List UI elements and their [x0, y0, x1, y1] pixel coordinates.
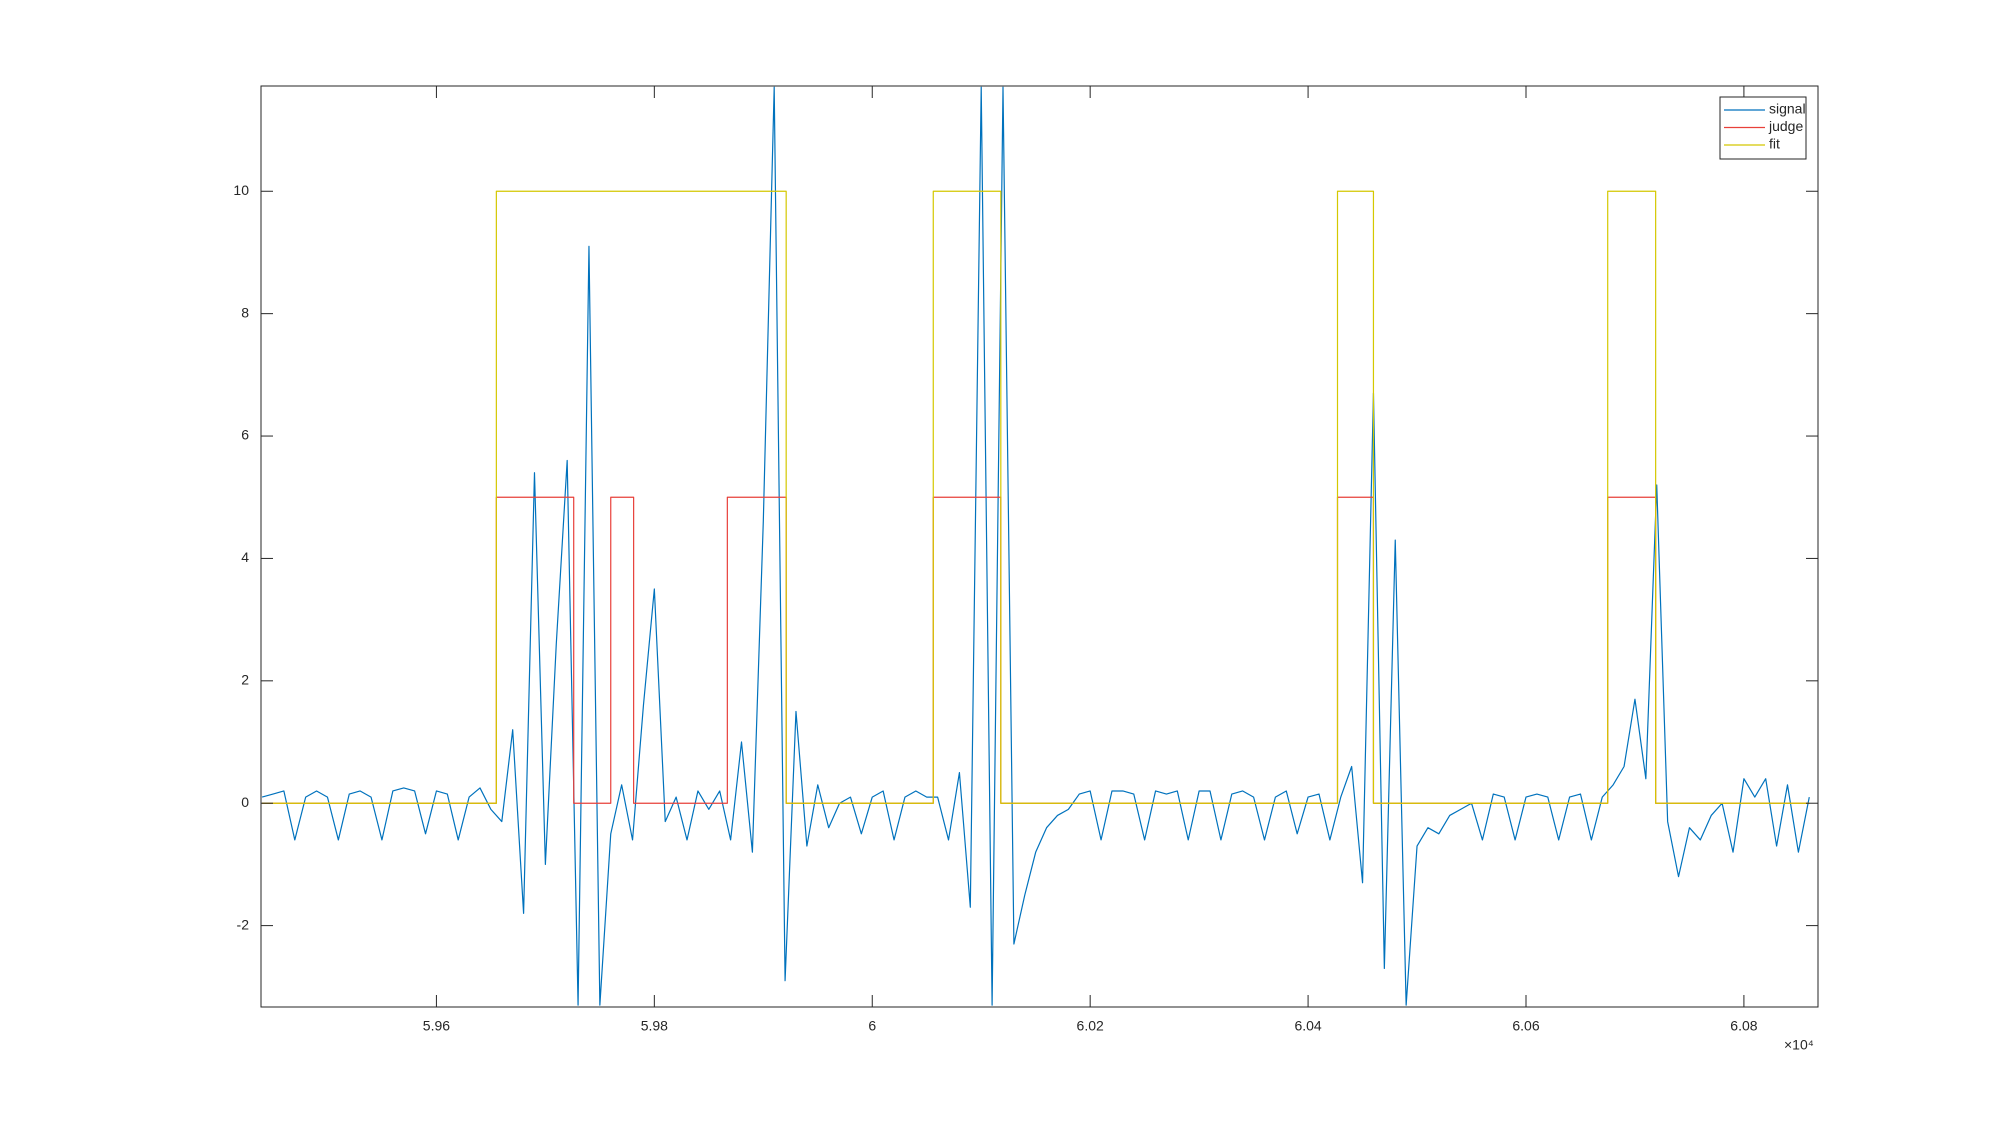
- y-tick-label: -2: [237, 916, 250, 932]
- x-tick-label: 6.08: [1730, 1018, 1757, 1034]
- series-line: [262, 190, 1810, 804]
- y-tick-label: 0: [241, 794, 249, 810]
- x-tick-label: 6: [868, 1018, 876, 1034]
- x-tick-label: 6.02: [1077, 1018, 1104, 1034]
- legend-label: fit: [1769, 136, 1780, 152]
- x-exponent: ×10⁴: [1784, 1037, 1814, 1053]
- y-tick-label: 10: [233, 182, 249, 198]
- y-tick-label: 6: [241, 427, 249, 443]
- y-tick-label: 2: [241, 672, 249, 688]
- legend-label: signal: [1769, 101, 1806, 117]
- x-tick-label: 5.98: [641, 1018, 668, 1034]
- plot-lines: [261, 86, 1810, 1006]
- series-line: [261, 86, 1810, 1006]
- plot-area: [261, 86, 1818, 1007]
- y-tick-label: 4: [241, 549, 249, 565]
- y-tick-label: 8: [241, 304, 249, 320]
- axes-box: [260, 85, 1819, 1008]
- x-tick-label: 6.04: [1294, 1018, 1321, 1034]
- x-tick-label: 5.96: [423, 1018, 450, 1034]
- legend-label: judge: [1768, 118, 1803, 134]
- x-tick-label: 6.06: [1512, 1018, 1539, 1034]
